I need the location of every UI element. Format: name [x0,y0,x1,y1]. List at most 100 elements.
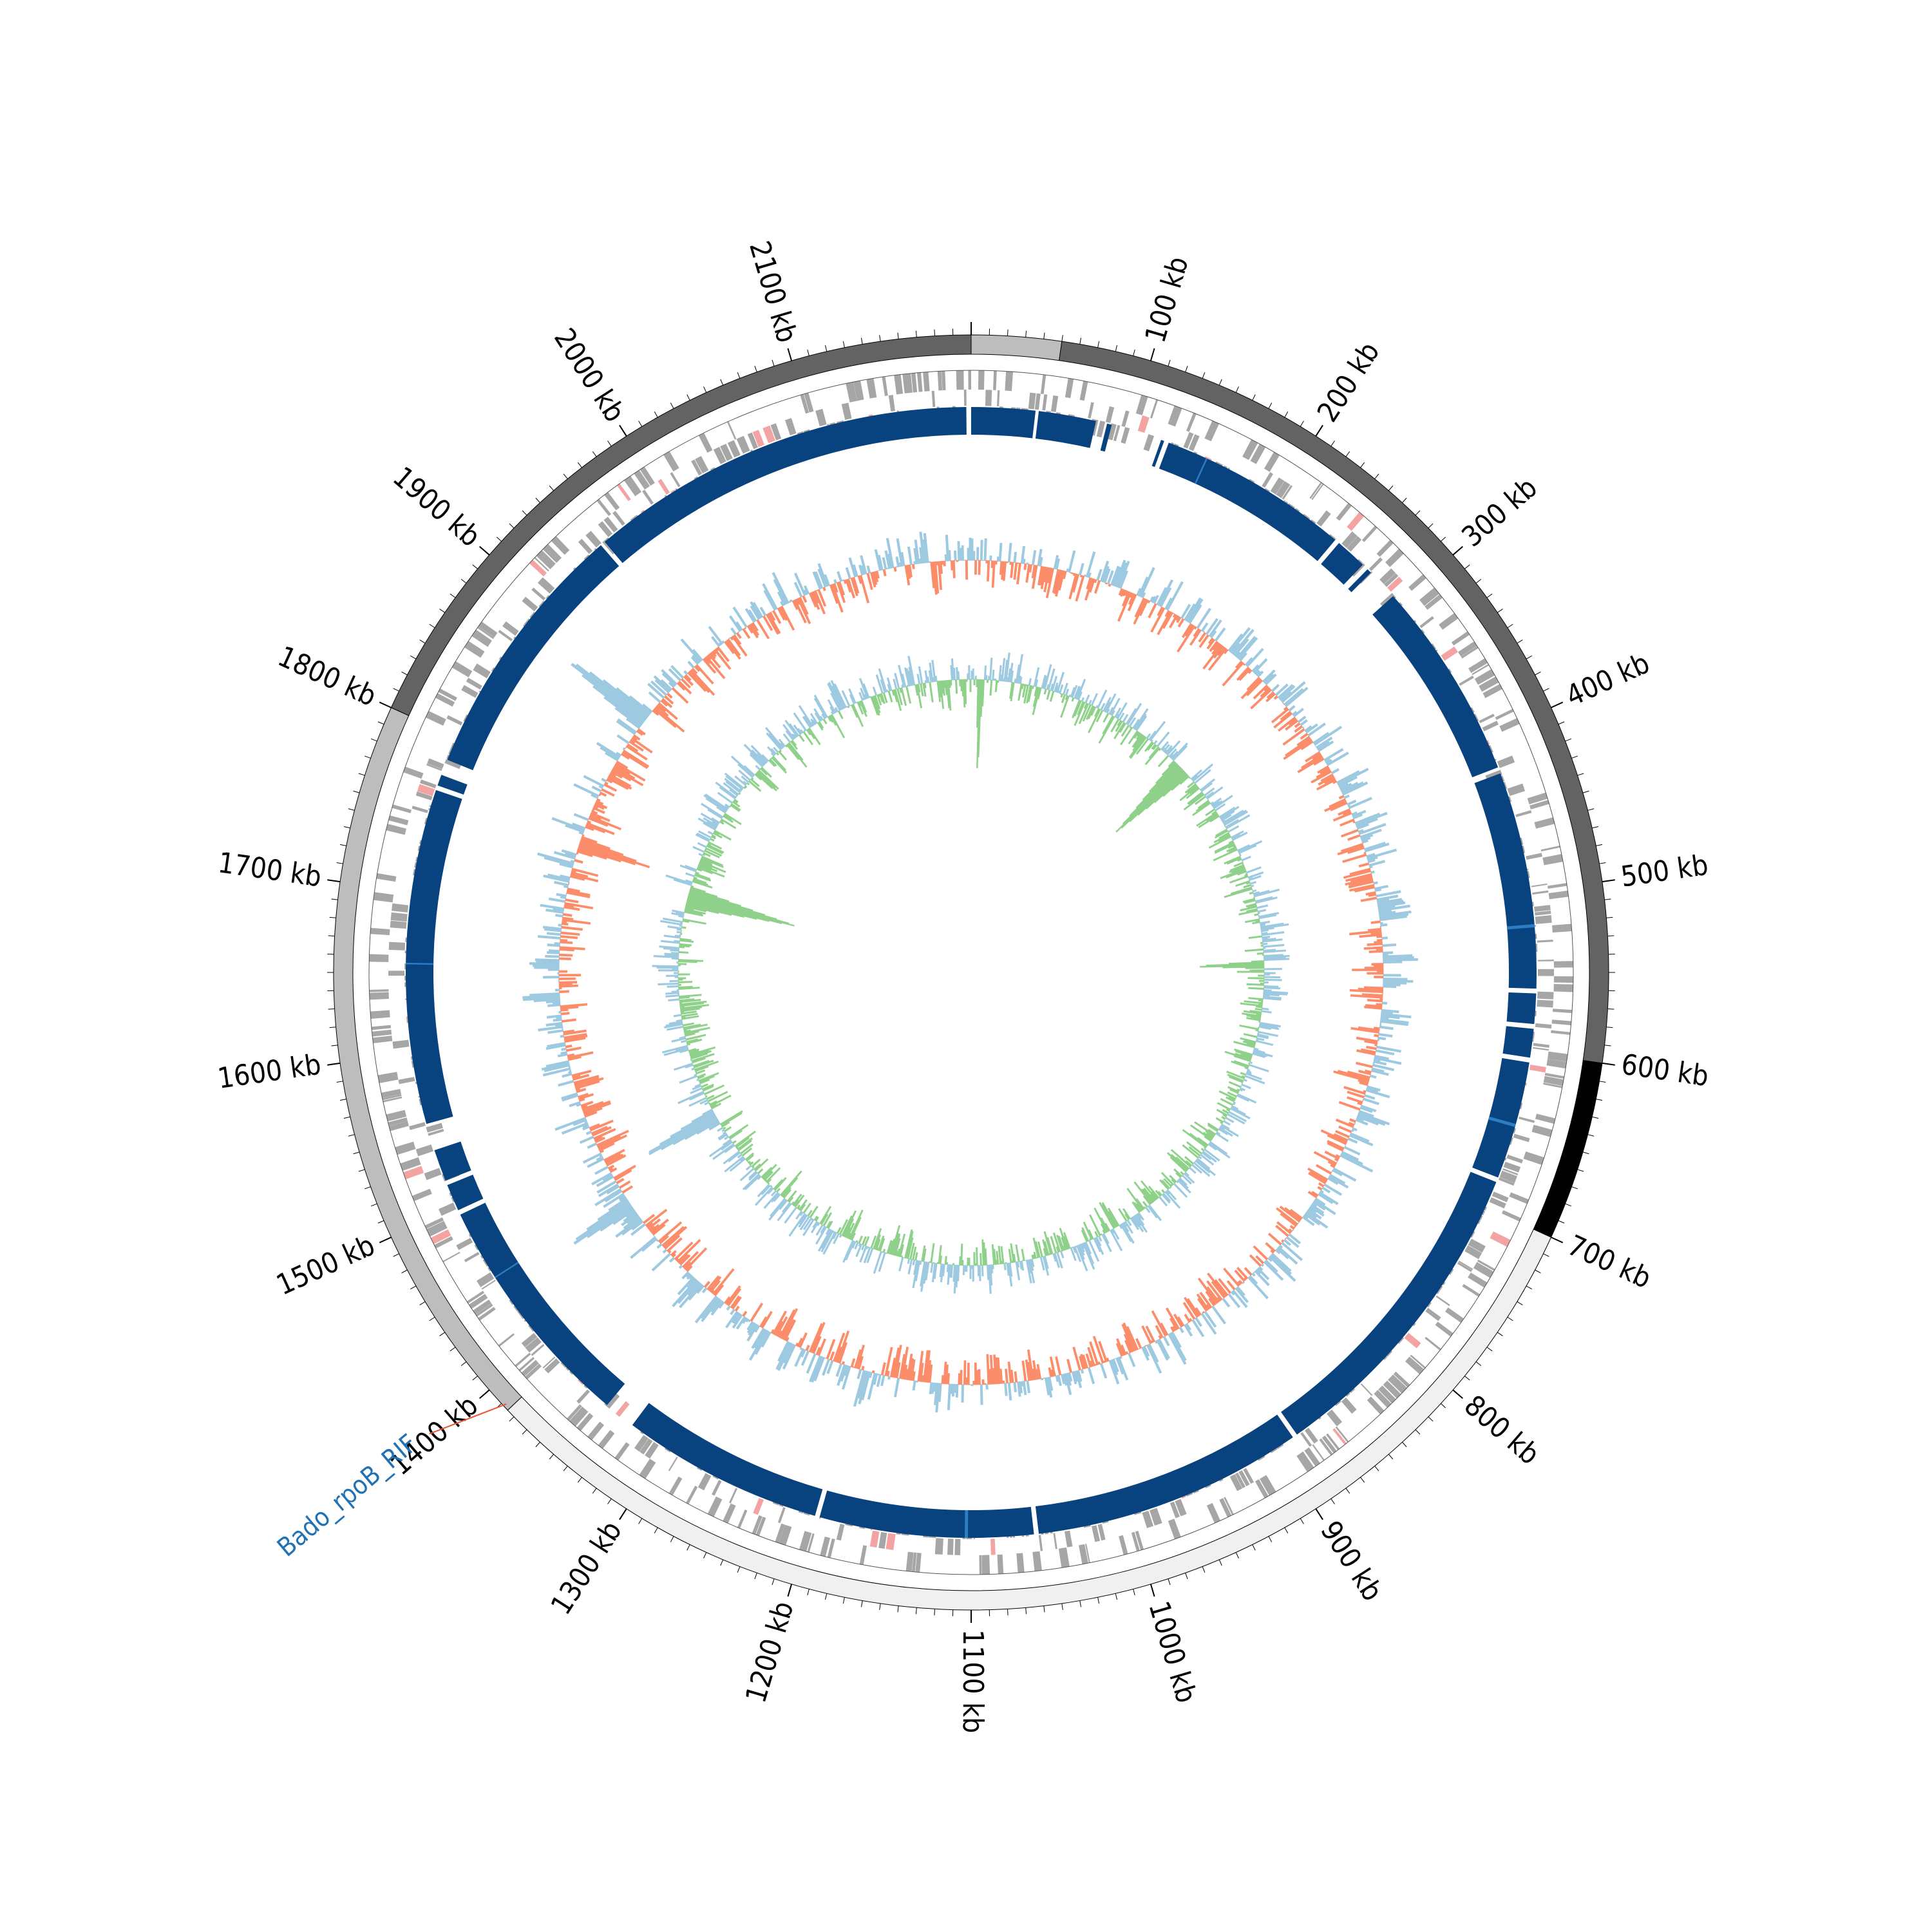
gene-block [1387,576,1403,592]
minor-tick [1360,462,1365,468]
annotation-layer: Bado_rpoB_RIF [272,1403,507,1563]
gene-block [427,758,444,770]
gene-block [612,511,625,526]
minor-tick [1587,808,1595,811]
minor-tick [654,1527,658,1533]
gene-block [1262,472,1274,488]
gene-block [1419,616,1434,629]
gene-block [1143,434,1155,451]
gene-block [1490,1231,1511,1247]
contig-segment-3 [1533,1060,1603,1238]
minor-tick [607,1498,612,1504]
gene-block [1472,664,1490,676]
minor-tick [703,386,707,393]
major-tick [1602,1062,1615,1066]
gene-block [1425,1336,1441,1351]
minor-tick [1558,721,1565,725]
gene-block [1473,1262,1494,1278]
minor-tick [1388,1454,1394,1460]
minor-tick [353,1151,360,1155]
gene-block [1526,853,1542,860]
minor-tick [670,402,674,409]
gene-block [1501,1210,1521,1222]
alignment-block-11 [1502,1026,1534,1058]
minor-tick [1115,345,1117,352]
gene-block [853,380,864,401]
minor-tick [1061,1603,1063,1610]
gene-block [859,1545,867,1565]
gene-block [400,1157,421,1171]
gene-block [1531,883,1548,887]
gene-block [1183,431,1194,449]
alignment-block-19 [434,1141,471,1181]
gene-block [747,432,759,450]
minor-tick [450,593,456,598]
gene-block [1461,646,1479,659]
contig-ring [333,334,1609,1611]
gene-block [686,1486,698,1504]
major-tick [479,545,490,556]
gene-block [531,587,546,601]
gene-block [707,1496,723,1517]
gene-block [912,1552,917,1572]
gene-block [617,483,631,502]
gene-block [1121,427,1130,444]
minor-tick [607,440,612,447]
gene-block [388,971,405,976]
gene-block [737,1510,748,1529]
gene-block [1533,1046,1549,1051]
gene-block [915,1553,922,1573]
gene-block [1050,395,1059,412]
minor-tick [331,898,338,900]
gene-block [1296,1451,1314,1472]
gene-block [1534,817,1555,829]
minor-tick [1235,386,1239,393]
gene-block [886,1533,896,1550]
gene-block [779,1524,792,1546]
gene-block [386,824,406,835]
minor-tick [654,412,658,418]
gene-block [645,1442,659,1459]
major-tick [1551,701,1564,708]
gene-block [481,1280,496,1290]
gene-block [390,920,407,929]
alignment-block-1 [971,407,1036,439]
minor-tick [1607,1009,1615,1010]
alignment-block-3 [1100,423,1112,452]
gene-block [578,538,593,554]
major-tick [1150,348,1155,361]
gene-track-outline [368,370,1574,1575]
gene-block [615,1401,630,1417]
minor-tick [1577,773,1584,776]
gene-block [1509,1192,1529,1204]
minor-tick [1464,1376,1470,1381]
minor-tick [439,1332,446,1336]
tick-label-900: 900 kb [1314,1515,1389,1607]
contig-segment-1 [971,334,1063,361]
minor-tick [549,1454,554,1460]
gene-block [392,1039,410,1049]
gene-block [376,873,397,882]
gene-block [1250,444,1266,464]
minor-tick [439,609,446,613]
gene-block [1552,1009,1573,1014]
tick-label-1500: 1500 kb [272,1229,380,1302]
gene-block [1204,421,1220,442]
gene-block [525,1337,542,1353]
minor-tick [1025,1607,1027,1615]
minor-tick [522,1429,527,1435]
gene-block [1206,1502,1221,1524]
minor-tick [1582,1151,1589,1155]
gene-block [1058,1547,1070,1568]
gene-block [1042,394,1048,411]
major-tick [619,1508,627,1520]
minor-tick [1599,1081,1606,1083]
gene-block [1506,1154,1523,1164]
minor-tick [1565,738,1572,742]
gene-block [370,927,390,936]
gene-block [412,1188,432,1202]
minor-tick [670,1536,674,1542]
minor-tick [1268,1536,1273,1542]
alignment-block-16 [632,1403,823,1516]
gene-block [522,596,538,612]
